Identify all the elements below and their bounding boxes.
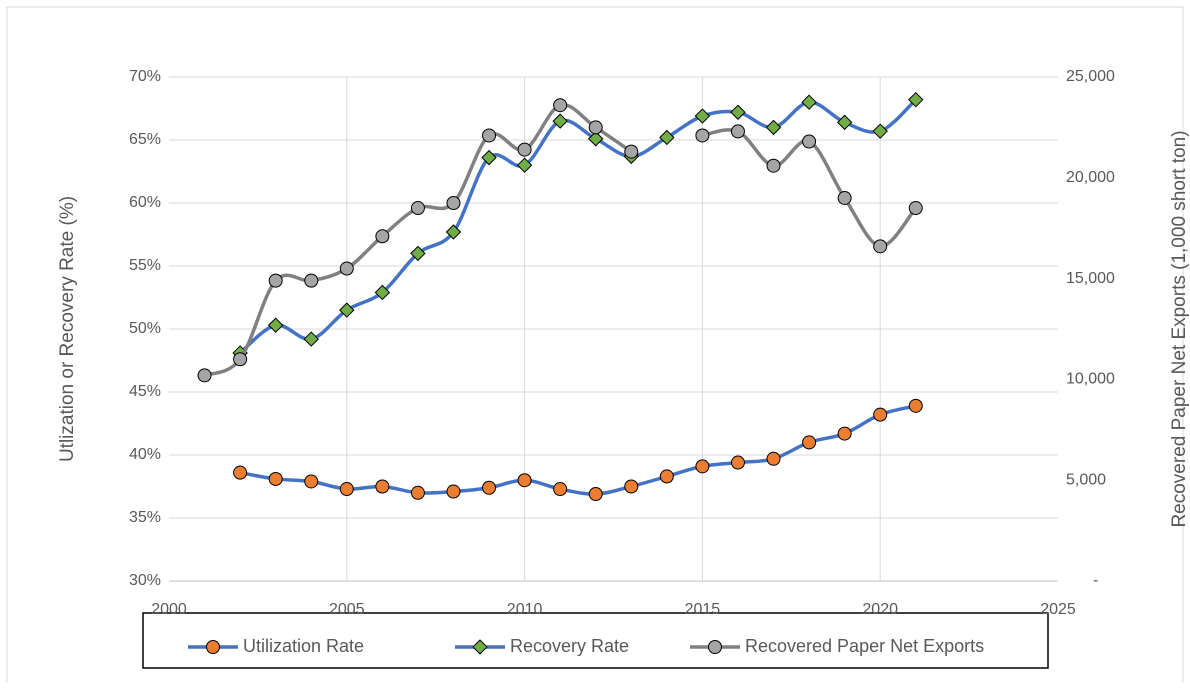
data-point	[482, 128, 497, 143]
y-axis-label: Utlization or Recovery Rate (%)	[57, 196, 78, 462]
data-point	[802, 435, 817, 450]
data-point	[837, 190, 852, 205]
data-point	[766, 158, 781, 173]
y-tick-label: 65%	[129, 131, 161, 148]
data-point	[375, 229, 390, 244]
data-point	[339, 302, 355, 318]
x-tick-label: 2020	[862, 601, 898, 618]
data-point	[588, 131, 604, 147]
data-point	[374, 284, 391, 301]
data-point	[304, 474, 319, 489]
x-tick-label: 2005	[329, 601, 365, 618]
legend-label: Utilization Rate	[243, 636, 364, 656]
y2-axis-label: Recovered Paper Net Exports (1,000 short…	[1169, 130, 1190, 527]
x-tick-label: 2000	[151, 601, 187, 618]
legend-label: Recovered Paper Net Exports	[745, 636, 984, 656]
y2-tick-label: -	[1093, 572, 1098, 589]
data-point	[233, 465, 248, 480]
data-point	[481, 149, 497, 166]
x-tick-label: 2010	[507, 601, 543, 618]
data-point	[873, 239, 888, 254]
data-point	[445, 224, 462, 240]
x-tick-label: 2025	[1040, 601, 1076, 618]
data-point	[766, 451, 781, 466]
data-point	[730, 104, 746, 120]
legend-marker	[708, 640, 722, 654]
y-tick-label: 30%	[129, 572, 161, 589]
data-point	[802, 134, 817, 149]
legend-marker	[472, 639, 488, 655]
data-point	[872, 123, 888, 139]
y-tick-label: 35%	[129, 509, 161, 526]
y-tick-label: 50%	[129, 320, 161, 337]
legend-label: Recovery Rate	[510, 636, 629, 656]
data-point	[588, 120, 603, 135]
data-point	[517, 142, 532, 157]
data-point	[836, 114, 853, 131]
y2-tick-label: 15,000	[1066, 270, 1115, 287]
legend-marker	[206, 640, 220, 654]
data-point	[197, 368, 212, 383]
data-point	[624, 144, 639, 159]
data-point	[730, 455, 745, 470]
data-point	[339, 482, 354, 497]
data-point	[410, 201, 425, 216]
y-tick-label: 45%	[129, 383, 161, 400]
data-point	[765, 119, 782, 136]
data-point	[482, 480, 497, 495]
y2-tick-label: 20,000	[1066, 169, 1115, 186]
data-point	[730, 124, 745, 139]
y-tick-label: 55%	[129, 257, 161, 274]
data-point	[588, 487, 603, 502]
data-point	[303, 331, 319, 347]
data-point	[695, 459, 710, 474]
data-point	[268, 273, 283, 288]
y-tick-label: 70%	[129, 68, 161, 85]
data-point	[908, 398, 923, 413]
y2-tick-label: 25,000	[1066, 68, 1115, 85]
data-point	[695, 128, 710, 143]
data-point	[552, 113, 568, 129]
data-point	[659, 469, 674, 484]
data-point	[410, 485, 425, 500]
data-point	[410, 245, 426, 262]
data-point	[517, 473, 532, 488]
data-point	[446, 484, 461, 499]
data-point	[624, 479, 639, 494]
data-point	[553, 482, 568, 497]
data-point	[659, 129, 675, 146]
y-tick-label: 40%	[129, 446, 161, 463]
y-tick-label: 60%	[129, 194, 161, 211]
data-point	[694, 108, 711, 124]
data-point	[339, 261, 354, 276]
data-point	[908, 91, 924, 108]
data-point	[267, 317, 284, 333]
data-point	[873, 407, 888, 422]
data-point	[516, 157, 533, 173]
data-point	[553, 98, 568, 113]
data-point	[908, 201, 923, 216]
y2-tick-label: 10,000	[1066, 371, 1115, 388]
chart-border	[6, 6, 1184, 688]
y2-tick-label: 5,000	[1066, 471, 1106, 488]
data-point	[446, 196, 461, 210]
data-point	[233, 352, 248, 367]
data-point	[375, 479, 390, 494]
x-tick-label: 2015	[685, 601, 721, 618]
data-point	[304, 273, 319, 288]
data-point	[801, 94, 817, 110]
legend-box	[142, 612, 1049, 669]
data-point	[268, 471, 283, 486]
data-point	[837, 426, 852, 441]
